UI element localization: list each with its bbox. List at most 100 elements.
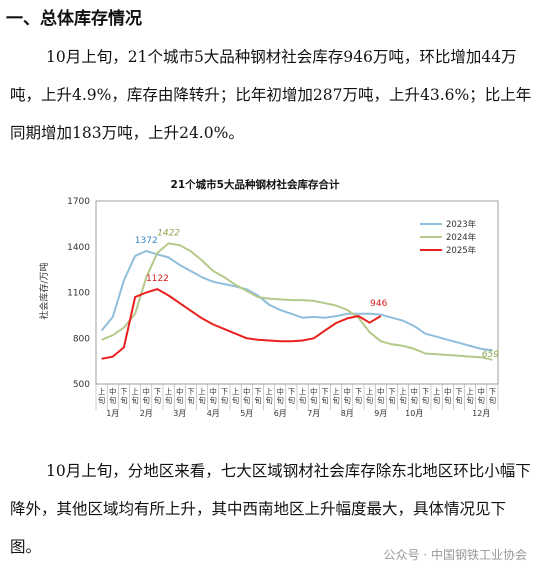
x-tick-label: 中 [377, 387, 384, 396]
x-tick-label: 下 [321, 387, 328, 396]
regional-paragraph: 10月上旬，分地区来看，七大区域钢材社会库存除东北地区环比小幅下降外，其他区域均… [10, 462, 531, 556]
data-label: 1372 [135, 236, 158, 246]
series-line-2025年 [101, 288, 382, 360]
x-tick-label: 旬 [433, 396, 440, 405]
x-tick-label: 旬 [344, 396, 351, 405]
x-tick-label: 旬 [478, 396, 485, 405]
x-tick-label: 中 [143, 387, 150, 396]
month-label: 4月 [207, 409, 220, 418]
series-line-2024年 [101, 242, 493, 361]
x-tick-label: 下 [422, 387, 429, 396]
x-tick-label: 旬 [187, 396, 194, 405]
y-tick-label: 500 [73, 380, 90, 390]
x-tick-label: 上 [232, 387, 239, 396]
data-label: 659 [482, 350, 499, 360]
x-tick-label: 中 [277, 387, 284, 396]
x-tick-label: 旬 [254, 396, 261, 405]
x-tick-label: 中 [344, 387, 351, 396]
x-tick-label: 旬 [388, 396, 395, 405]
x-tick-label: 上 [366, 387, 373, 396]
x-tick-label: 上 [433, 387, 440, 396]
x-tick-label: 旬 [165, 396, 172, 405]
x-tick-label: 旬 [221, 396, 228, 405]
x-tick-label: 旬 [198, 396, 205, 405]
month-label: 9月 [374, 409, 387, 418]
x-tick-label: 下 [221, 387, 228, 396]
x-tick-label: 旬 [299, 396, 306, 405]
x-tick-label: 中 [210, 387, 217, 396]
x-tick-label: 旬 [466, 396, 473, 405]
x-tick-label: 下 [455, 387, 462, 396]
x-tick-label: 旬 [411, 396, 418, 405]
x-tick-label: 上 [299, 387, 306, 396]
x-tick-label: 中 [176, 387, 183, 396]
month-label: 6月 [274, 409, 287, 418]
month-label: 8月 [341, 409, 354, 418]
x-tick-label: 旬 [131, 396, 138, 405]
month-label: 1月 [106, 409, 119, 418]
x-tick-label: 旬 [310, 396, 317, 405]
x-tick-label: 下 [120, 387, 127, 396]
x-tick-label: 中 [109, 387, 116, 396]
x-tick-label: 旬 [232, 396, 239, 405]
x-tick-label: 上 [131, 387, 138, 396]
data-label: 1422 [157, 228, 180, 238]
x-tick-label: 旬 [143, 396, 150, 405]
x-tick-label: 旬 [288, 396, 295, 405]
x-tick-label: 下 [187, 387, 194, 396]
x-tick-label: 下 [154, 387, 161, 396]
legend-entry: 2024年 [446, 232, 477, 243]
x-tick-label: 旬 [355, 396, 362, 405]
x-tick-label: 上 [198, 387, 205, 396]
month-label: 10月 [405, 409, 423, 418]
x-tick-label: 旬 [377, 396, 384, 405]
x-tick-label: 旬 [210, 396, 217, 405]
data-label: 1122 [146, 274, 169, 284]
x-tick-label: 下 [355, 387, 362, 396]
x-tick-label: 上 [466, 387, 473, 396]
legend-entry: 2023年 [446, 219, 477, 230]
x-tick-label: 旬 [444, 396, 451, 405]
y-axis-label: 社会库存/万吨 [38, 262, 50, 319]
x-tick-label: 旬 [98, 396, 105, 405]
x-tick-label: 下 [489, 387, 496, 396]
x-tick-label: 上 [332, 387, 339, 396]
x-tick-label: 中 [444, 387, 451, 396]
y-tick-label: 1400 [67, 243, 90, 253]
x-tick-label: 上 [98, 387, 105, 396]
x-tick-label: 旬 [366, 396, 373, 405]
watermark: 公众号 · 中国钢铁工业协会 [379, 545, 531, 564]
x-tick-label: 旬 [422, 396, 429, 405]
x-tick-label: 上 [265, 387, 272, 396]
x-tick-label: 中 [478, 387, 485, 396]
x-tick-label: 旬 [277, 396, 284, 405]
section-heading: 一、总体库存情况 [6, 9, 142, 29]
x-tick-label: 旬 [154, 396, 161, 405]
x-tick-label: 中 [243, 387, 250, 396]
x-tick-label: 旬 [265, 396, 272, 405]
x-tick-label: 下 [254, 387, 261, 396]
y-tick-label: 1700 [67, 197, 90, 207]
inventory-summary-paragraph: 10月上旬，21个城市5大品种钢材社会库存946万吨，环比增加44万吨，上升4.… [10, 48, 532, 142]
x-tick-label: 旬 [489, 396, 496, 405]
x-tick-label: 旬 [120, 396, 127, 405]
month-label: 2月 [140, 409, 153, 418]
x-tick-label: 旬 [321, 396, 328, 405]
x-tick-label: 旬 [332, 396, 339, 405]
series-line-2023年 [100, 250, 493, 352]
x-tick-label: 上 [399, 387, 406, 396]
y-tick-label: 1100 [67, 289, 90, 299]
x-tick-label: 旬 [399, 396, 406, 405]
x-tick-label: 下 [388, 387, 395, 396]
x-tick-label: 旬 [109, 396, 116, 405]
inventory-line-chart: 21个城市5大品种钢材社会库存合计 社会库存/万吨 500 800 1100 1400… [38, 178, 499, 418]
x-tick-label: 旬 [455, 396, 462, 405]
x-tick-label: 旬 [243, 396, 250, 405]
y-tick-label: 800 [73, 334, 90, 344]
legend-entry: 2025年 [446, 245, 477, 256]
x-tick-label: 下 [288, 387, 295, 396]
x-tick-label: 中 [411, 387, 418, 396]
x-tick-label: 上 [165, 387, 172, 396]
x-tick-label: 旬 [176, 396, 183, 405]
x-tick-label: 中 [310, 387, 317, 396]
